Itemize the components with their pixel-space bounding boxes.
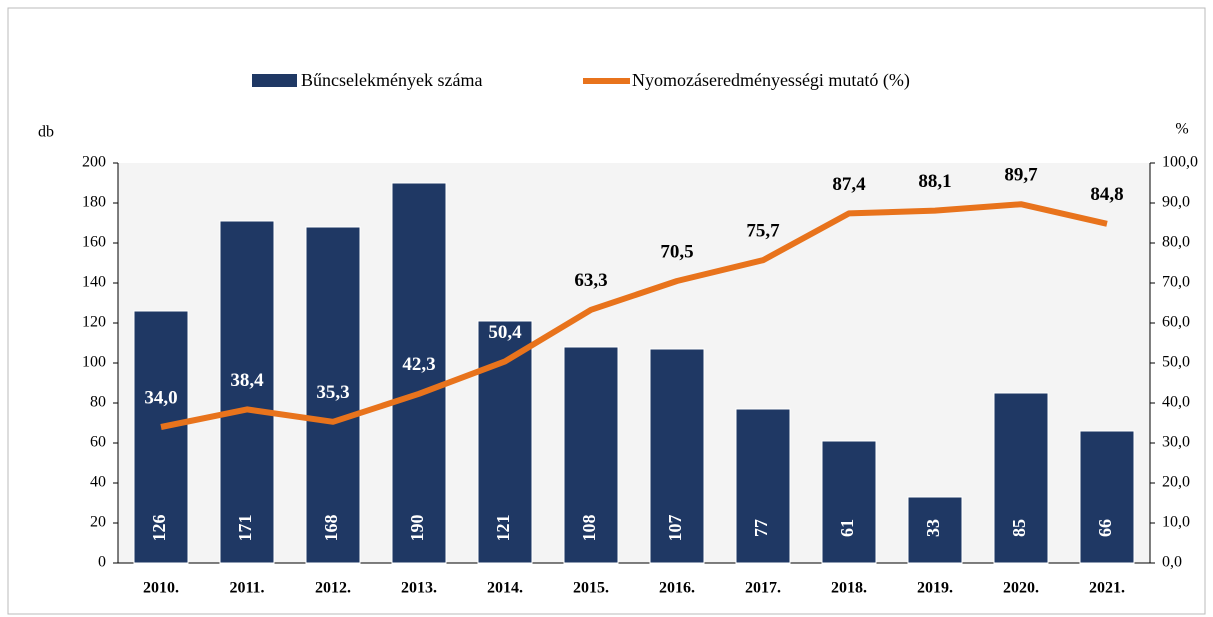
y-tick-label: 180 [82,194,106,211]
x-tick-label: 2012. [315,580,351,597]
bar [563,346,619,564]
x-tick-label: 2010. [143,580,179,597]
bar-value-label: 190 [407,515,427,542]
y2-tick-label: 60,0 [1162,314,1190,331]
y2-tick-label: 10,0 [1162,514,1190,531]
bar [993,392,1049,564]
line-value-label: 87,4 [832,174,866,195]
y-tick-label: 200 [82,154,106,171]
legend-label: Nyomozáseredményességi mutató (%) [632,70,910,91]
x-tick-label: 2018. [831,580,867,597]
x-tick-label: 2011. [229,580,264,597]
bar [649,348,705,564]
line-value-label: 42,3 [402,354,435,375]
bar-value-label: 108 [579,515,599,542]
y2-tick-label: 40,0 [1162,394,1190,411]
y-tick-label: 120 [82,314,106,331]
x-tick-label: 2021. [1089,580,1125,597]
bar-value-label: 61 [837,519,857,537]
bar [133,310,189,564]
y2-tick-label: 90,0 [1162,194,1190,211]
bar-value-label: 171 [235,515,255,542]
line-value-label: 50,4 [488,322,522,343]
bar [821,440,877,564]
bar [735,408,791,564]
x-tick-label: 2020. [1003,580,1039,597]
bar [907,496,963,564]
line-value-label: 63,3 [574,270,607,291]
bar [305,226,361,564]
x-tick-label: 2015. [573,580,609,597]
y2-tick-label: 30,0 [1162,434,1190,451]
line-value-label: 88,1 [918,171,951,192]
bar-value-label: 121 [493,515,513,542]
y2-tick-label: 0,0 [1162,554,1182,571]
y-tick-label: 40 [90,474,106,491]
line-value-label: 84,8 [1090,184,1123,205]
line-value-label: 89,7 [1004,165,1038,186]
y-tick-label: 60 [90,434,106,451]
y-tick-label: 80 [90,394,106,411]
y2-tick-label: 80,0 [1162,234,1190,251]
y-tick-label: 0 [98,554,106,571]
bar-value-label: 66 [1095,519,1115,537]
line-value-label: 70,5 [660,241,693,262]
line-value-label: 34,0 [144,387,177,408]
line-value-label: 35,3 [316,382,349,403]
legend-label: Bűncselekmények száma [301,70,482,90]
x-tick-label: 2013. [401,580,437,597]
bar-value-label: 33 [923,519,943,537]
y2-axis-label: % [1175,121,1188,138]
x-tick-label: 2019. [917,580,953,597]
y-tick-label: 20 [90,514,106,531]
legend-swatch [252,74,297,87]
bar-value-label: 77 [751,519,771,537]
bar-value-label: 107 [665,515,685,542]
line-value-label: 38,4 [230,370,264,391]
line [160,201,1108,430]
y-tick-label: 100 [82,354,106,371]
x-tick-label: 2017. [745,580,781,597]
bar [391,182,447,564]
bar-value-label: 168 [321,515,341,542]
plot-background [118,163,1150,563]
bar-value-label: 126 [149,515,169,542]
y2-tick-label: 100,0 [1162,154,1198,171]
y2-tick-label: 50,0 [1162,354,1190,371]
x-tick-label: 2016. [659,580,695,597]
x-tick-label: 2014. [487,580,523,597]
bar-value-label: 85 [1009,519,1029,537]
y-tick-label: 140 [82,274,106,291]
bar [219,220,275,564]
y2-tick-label: 20,0 [1162,474,1190,491]
bar [1079,430,1135,564]
y-tick-label: 160 [82,234,106,251]
y2-tick-label: 70,0 [1162,274,1190,291]
line-value-label: 75,7 [746,221,780,242]
y-axis-label: db [38,124,54,141]
